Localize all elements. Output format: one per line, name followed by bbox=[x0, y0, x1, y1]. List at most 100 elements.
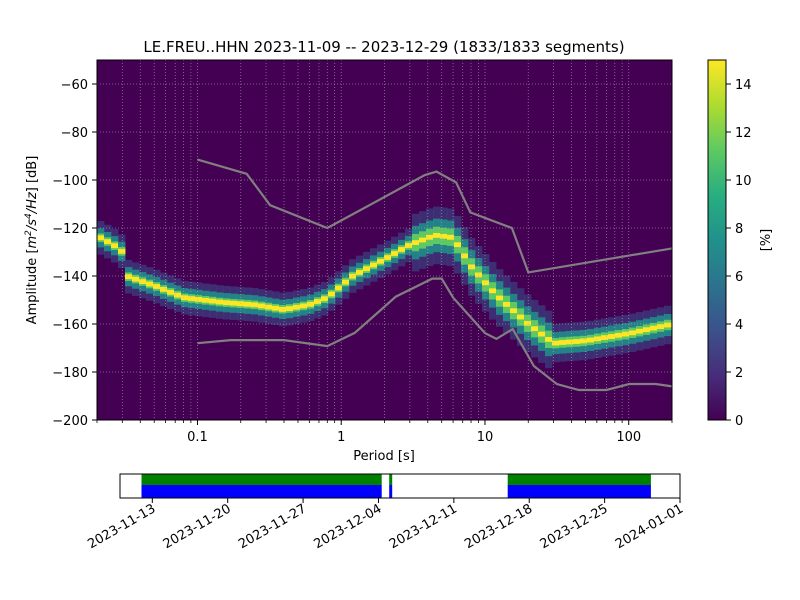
ppsd-used-bar bbox=[141, 474, 382, 485]
heatmap-cell bbox=[468, 264, 476, 270]
colorbar-tick-label: 2 bbox=[735, 366, 743, 381]
colorbar-label: [%] bbox=[759, 229, 774, 252]
y-tick-label: −80 bbox=[61, 126, 88, 141]
heatmap-cell bbox=[377, 258, 385, 264]
heatmap-cell bbox=[566, 339, 574, 345]
ppsd-used-bar bbox=[507, 474, 651, 485]
heatmap-cell bbox=[615, 332, 623, 338]
heatmap-cell bbox=[97, 235, 105, 241]
heatmap-cell bbox=[153, 284, 161, 289]
timeline-tick-label: 2023-11-20 bbox=[161, 501, 234, 552]
timeline-date-ticks: 2023-11-13 2023-11-20 2023-11-27 2023-12-04… bbox=[85, 498, 686, 552]
heatmap-cell bbox=[664, 322, 672, 328]
heatmap-cell bbox=[559, 340, 567, 345]
heatmap-cell bbox=[489, 288, 497, 294]
heatmap-cell bbox=[447, 234, 455, 240]
heatmap-cell bbox=[391, 251, 399, 256]
y-axis-label: Amplitude [m2/s4/Hz] [dB] bbox=[24, 156, 40, 325]
heatmap-cell bbox=[321, 296, 329, 302]
heatmap-cell bbox=[111, 243, 119, 249]
colorbar: 0 2 4 6 8 10 12 14 [%] bbox=[707, 59, 774, 429]
heatmap-cell bbox=[608, 334, 616, 339]
y-tick-label: −100 bbox=[52, 174, 88, 189]
nlnm-curve bbox=[197, 277, 673, 392]
data-coverage-bar bbox=[507, 485, 651, 498]
heatmap-cell bbox=[629, 330, 637, 336]
colorbar-tick-label: 0 bbox=[735, 414, 743, 429]
x-axis-label: Period [s] bbox=[353, 449, 415, 464]
heatmap-cell bbox=[139, 279, 147, 284]
heatmap-cell bbox=[202, 297, 210, 303]
timeline-tick-label: 2023-11-13 bbox=[85, 501, 158, 552]
colorbar-tick-label: 10 bbox=[735, 174, 752, 189]
y-tick-label: −200 bbox=[52, 414, 88, 429]
heatmap-cell bbox=[650, 325, 658, 331]
x-tick-label: 100 bbox=[616, 430, 641, 445]
noise-models bbox=[197, 158, 673, 392]
heatmap-cell bbox=[118, 248, 126, 254]
heatmap-cell bbox=[174, 292, 182, 298]
heatmap-cell bbox=[601, 335, 609, 340]
coverage-timeline: 2023-11-13 2023-11-20 2023-11-27 2023-12-04… bbox=[85, 473, 686, 552]
x-tick-label: 0.1 bbox=[187, 430, 208, 445]
heatmap-cell bbox=[293, 304, 301, 310]
heatmap-cell bbox=[356, 270, 364, 275]
heatmap-cell bbox=[587, 337, 595, 343]
heatmap-cell bbox=[160, 287, 168, 292]
heatmap-cell bbox=[272, 305, 280, 311]
heatmap-cell bbox=[475, 272, 483, 278]
heatmap-cell bbox=[538, 331, 546, 337]
heatmap-cell bbox=[216, 299, 224, 305]
heatmap-cell bbox=[433, 233, 441, 238]
heatmap-cell bbox=[251, 302, 259, 308]
heatmap-cell bbox=[167, 289, 175, 295]
heatmap-cell bbox=[384, 255, 392, 260]
x-tick-label: 1 bbox=[337, 430, 345, 445]
heatmap-cell bbox=[258, 303, 266, 309]
heatmap-cell bbox=[300, 303, 308, 309]
heatmap-cell bbox=[573, 339, 581, 344]
nhnm-curve bbox=[197, 158, 673, 274]
colorbar-tick-label: 4 bbox=[735, 318, 743, 333]
heatmap-cell bbox=[342, 279, 350, 285]
heatmap-cell bbox=[524, 320, 532, 326]
heatmap-cell bbox=[244, 301, 252, 307]
coverage-bars bbox=[141, 474, 651, 498]
heatmap-cell bbox=[545, 337, 553, 342]
heatmap-cell bbox=[223, 300, 231, 306]
heatmap-cell bbox=[328, 291, 336, 297]
heatmap-cell bbox=[552, 340, 560, 346]
heatmap-cell bbox=[496, 295, 504, 301]
heatmap-cell bbox=[265, 304, 273, 310]
y-axis: −200 −180 −160 −140 −120 −100 −80 −60 bbox=[52, 78, 97, 429]
colorbar-tick-label: 6 bbox=[735, 270, 743, 285]
heatmap-cell bbox=[503, 302, 511, 307]
y-tick-label: −160 bbox=[52, 318, 88, 333]
heatmap-cell bbox=[517, 314, 525, 320]
y-tick-label: −180 bbox=[52, 366, 88, 381]
heatmap-cell bbox=[125, 274, 133, 280]
grid-lines bbox=[96, 60, 673, 421]
data-coverage-bar bbox=[141, 485, 382, 498]
colorbar-gradient bbox=[707, 59, 727, 421]
timeline-tick-label: 2023-12-11 bbox=[387, 501, 460, 552]
heatmap-cell bbox=[181, 295, 189, 301]
y-tick-label: −60 bbox=[61, 78, 88, 93]
heatmap-cell bbox=[510, 308, 518, 314]
heatmap-cell bbox=[279, 307, 287, 312]
heatmap-cell bbox=[482, 280, 490, 286]
timeline-outline bbox=[119, 473, 681, 499]
heatmap-cell bbox=[412, 240, 420, 245]
heatmap-cell bbox=[405, 243, 413, 248]
colorbar-ticks: 0 2 4 6 8 10 12 14 bbox=[726, 78, 752, 429]
x-axis: 0.1 1 10 100 bbox=[96, 420, 673, 445]
heatmap-cell bbox=[286, 306, 294, 311]
heatmap-cell bbox=[230, 300, 238, 306]
heatmap-cell bbox=[335, 285, 343, 291]
colorbar-tick-label: 8 bbox=[735, 222, 743, 237]
timeline-tick-label: 2023-12-18 bbox=[462, 501, 535, 552]
heatmap-cell bbox=[209, 298, 217, 304]
heatmap-cell bbox=[188, 296, 196, 301]
heatmap-cell bbox=[314, 299, 322, 304]
